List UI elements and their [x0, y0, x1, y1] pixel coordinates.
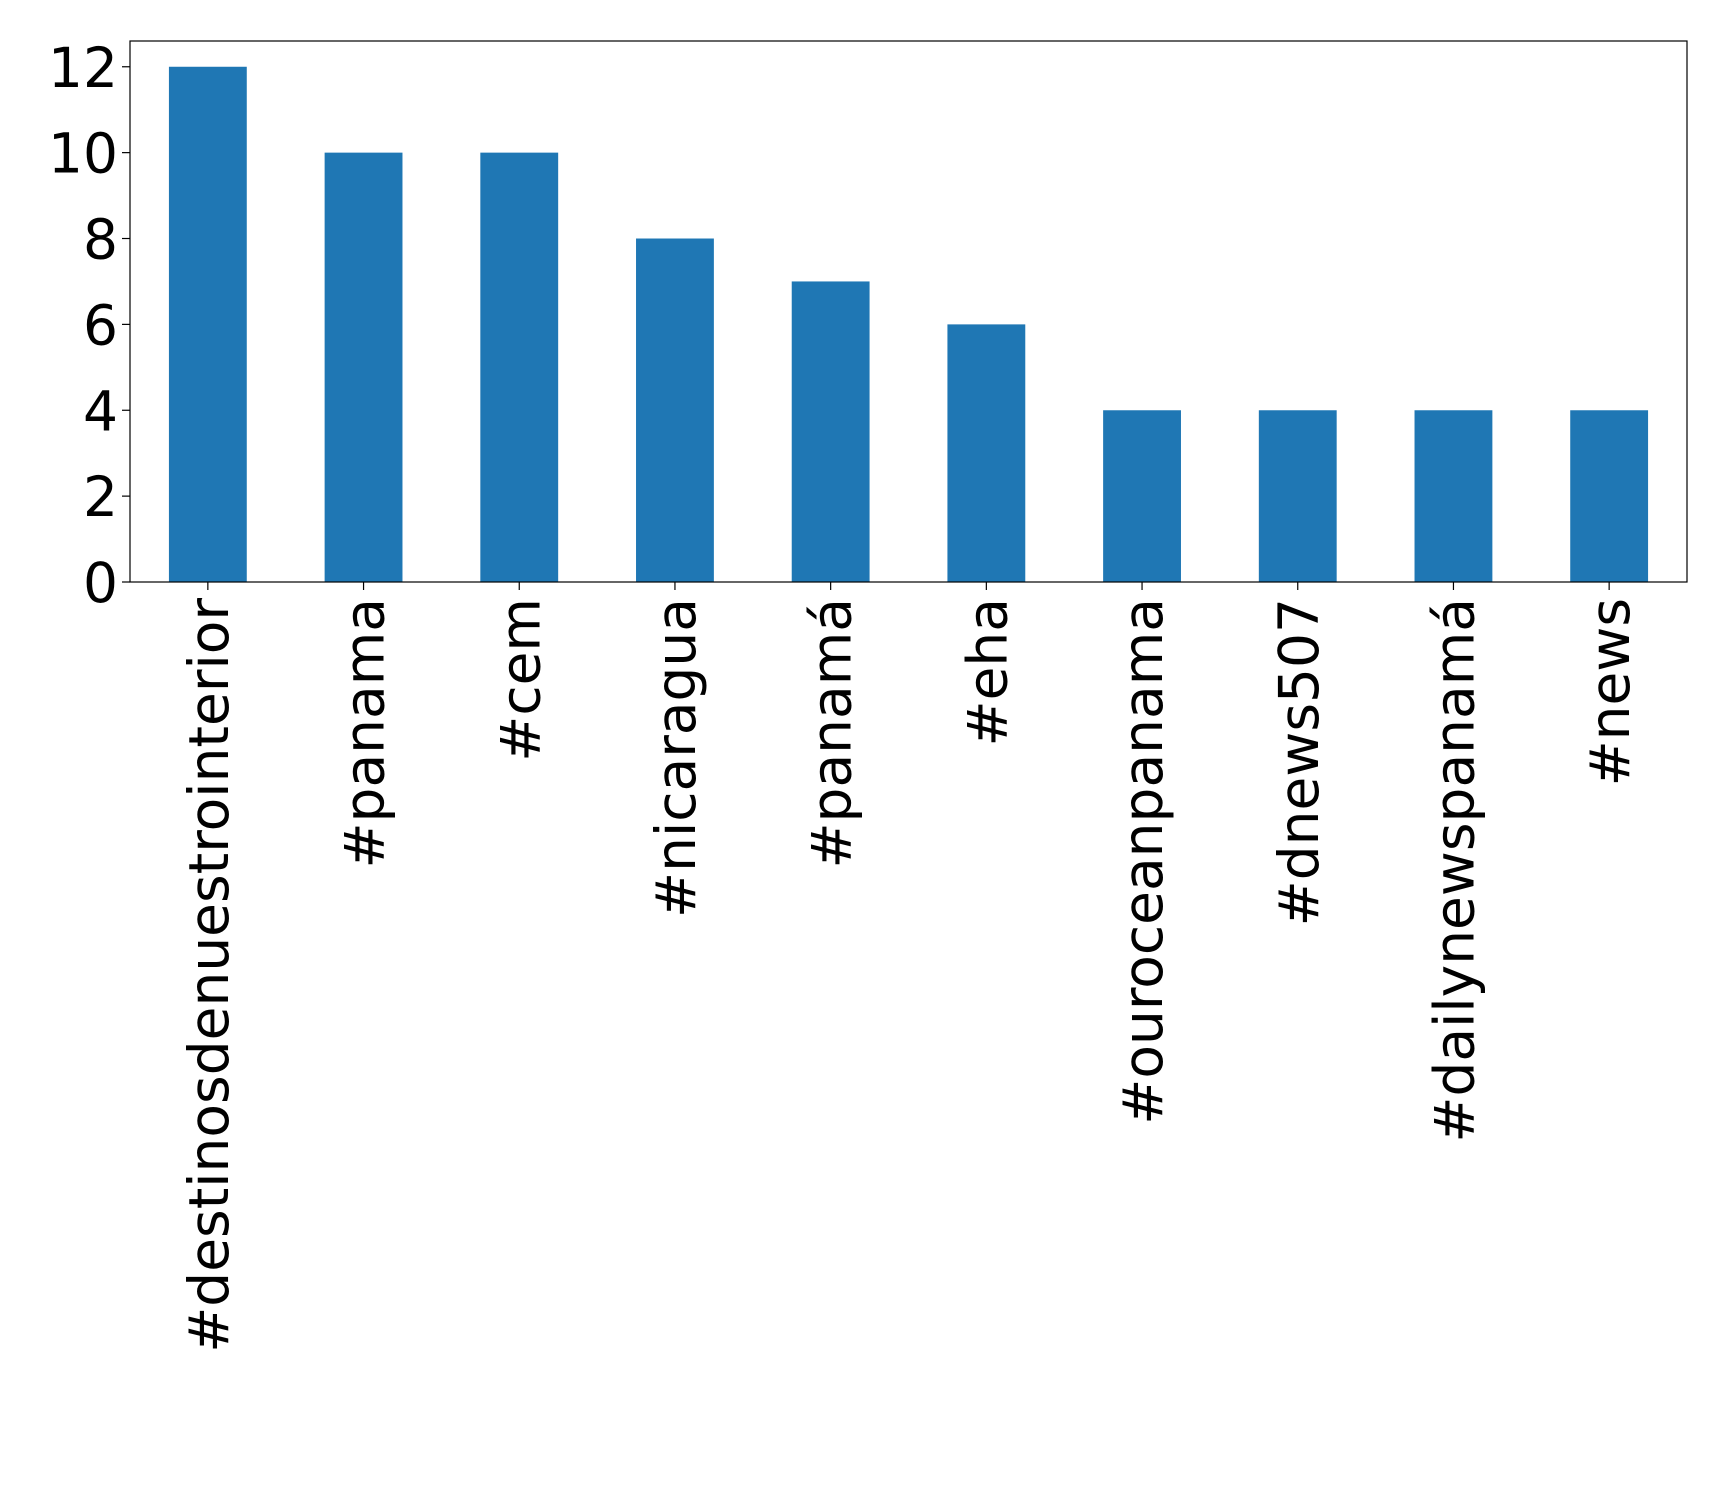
y-tick-label: 6 [83, 293, 118, 357]
y-tick-label: 12 [48, 36, 118, 100]
x-tick-label: #news [1578, 598, 1642, 786]
x-tick-label: #dailynewspanamá [1422, 598, 1486, 1143]
x-tick-label: #ouroceanpanama [1111, 598, 1175, 1125]
x-tick-label: #panamá [800, 598, 864, 869]
x-tick-label: #cem [488, 598, 552, 762]
bar [1258, 410, 1337, 582]
y-tick-label: 2 [83, 465, 118, 529]
bar [168, 66, 247, 582]
x-tick-label: #panama [333, 598, 397, 869]
x-tick-label: #eha [955, 598, 1019, 746]
x-tick-label: #dnews507 [1267, 598, 1331, 926]
y-tick-label: 4 [83, 379, 118, 443]
bar [1414, 410, 1493, 582]
bar [480, 152, 559, 582]
y-tick-label: 8 [83, 208, 118, 272]
bar [1570, 410, 1649, 582]
y-tick-label: 0 [83, 551, 118, 615]
plot-frame [129, 40, 1688, 583]
bar [636, 238, 714, 582]
bar [1103, 410, 1181, 582]
bar [947, 324, 1026, 582]
x-tick-label: #destinosdenuestrointerior [177, 598, 241, 1353]
bar [324, 152, 403, 582]
bar [791, 281, 870, 582]
y-tick-label: 10 [48, 122, 118, 186]
x-tick-label: #nicaragua [644, 598, 708, 918]
